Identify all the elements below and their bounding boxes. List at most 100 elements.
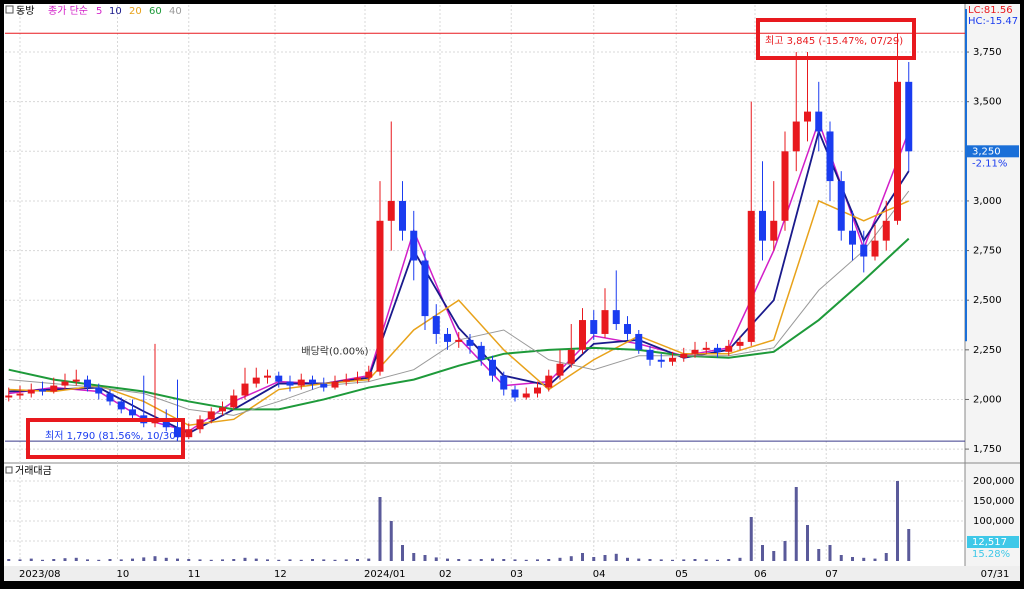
y-tick-label: 2,250 — [973, 345, 1002, 356]
candle-body — [624, 324, 631, 334]
candle-body — [95, 387, 103, 394]
legend-entry: 40 — [169, 6, 182, 17]
volume-bar — [682, 559, 686, 561]
candle-body — [342, 379, 350, 382]
axis-bg — [965, 4, 1020, 566]
y-tick-label: 2,750 — [973, 246, 1002, 257]
candle-body — [905, 81, 913, 152]
legend-entry: 5 — [96, 6, 102, 17]
volume-bar — [468, 559, 472, 561]
volume-bar — [727, 559, 731, 561]
volume-bar — [704, 559, 708, 561]
volume-bar — [131, 558, 134, 561]
volume-bar — [581, 553, 584, 561]
volume-bar — [7, 559, 11, 561]
candle-body — [601, 310, 609, 334]
volume-bar — [502, 559, 506, 561]
candle-body — [331, 381, 339, 388]
volume-bar — [738, 557, 742, 561]
lc-label: LC:81.56 — [968, 5, 1013, 16]
candle-body — [16, 393, 24, 396]
ma-line — [8, 237, 910, 411]
volume-bar — [446, 558, 449, 561]
volume-bar — [322, 559, 326, 561]
volume-bar — [401, 545, 404, 561]
x-tick-label: 07 — [825, 569, 838, 580]
candle-body — [477, 345, 485, 360]
candle-body — [410, 230, 418, 261]
volume-bar — [749, 517, 753, 561]
last-volume-label: 12,517 — [972, 537, 1007, 548]
y-tick-label: 2,500 — [973, 295, 1002, 306]
volume-bar — [164, 557, 168, 561]
volume-bar — [232, 559, 236, 561]
y-tick-label: 3,500 — [973, 97, 1002, 108]
candle-body — [309, 379, 316, 384]
highlight-box — [756, 18, 916, 60]
candle-body — [680, 353, 688, 358]
volume-bar — [794, 487, 798, 561]
candle-body — [657, 359, 665, 362]
last-price-box — [967, 145, 1019, 158]
highlight-box — [26, 418, 185, 459]
candle-body — [174, 427, 181, 438]
volume-bar — [74, 557, 78, 561]
volume-bar — [221, 559, 224, 561]
x-tick-label: 05 — [675, 569, 688, 580]
volume-bar — [547, 559, 551, 561]
panel-icon[interactable] — [5, 466, 13, 474]
volume-bar — [828, 545, 832, 561]
vol-tick-label: 100,000 — [973, 516, 1014, 527]
panel-icon[interactable] — [5, 5, 14, 14]
legend-entry: 10 — [109, 6, 122, 17]
volume-bar — [536, 559, 539, 561]
candle-body — [286, 381, 294, 386]
vol-tick-label: 150,000 — [973, 496, 1014, 507]
vol-tick-label: 200,000 — [973, 476, 1014, 487]
volume-bar — [423, 555, 427, 561]
volume-bar — [558, 557, 562, 561]
candle-body — [815, 111, 823, 132]
volume-bar — [491, 558, 494, 561]
candle-body — [252, 377, 260, 384]
candle-body — [455, 339, 463, 342]
volume-bar — [772, 551, 776, 561]
volume-bar — [626, 557, 629, 561]
candle-body — [567, 349, 575, 364]
volume-bar — [198, 559, 202, 561]
volume-bar — [783, 541, 787, 561]
volume-bar — [119, 559, 123, 561]
candle-body — [635, 333, 643, 350]
volume-bar — [592, 557, 596, 561]
candle-body — [590, 320, 598, 334]
candle-body — [5, 395, 13, 398]
volume-bar — [41, 559, 44, 561]
dividend-annotation: 배당락(0.00%) — [301, 346, 368, 358]
y-tick-label: 2,000 — [973, 394, 1002, 405]
candle-body — [27, 389, 35, 394]
candle-body — [84, 379, 91, 388]
candle-body — [207, 411, 215, 420]
volume-bar — [18, 559, 22, 561]
candle-body — [275, 375, 283, 382]
candle-body — [320, 383, 328, 388]
candle-body — [646, 349, 654, 360]
candle-body — [882, 220, 890, 241]
candle-body — [185, 429, 193, 438]
candle-body — [354, 377, 361, 380]
volume-bar — [187, 559, 191, 561]
volume-bar — [52, 559, 56, 561]
volume-bar — [356, 559, 359, 561]
last-price-change: -2.11% — [972, 158, 1007, 169]
volume-bar — [907, 529, 911, 561]
volume-bar — [378, 497, 382, 561]
candle-body — [162, 419, 170, 428]
candle-body — [894, 81, 901, 221]
candle-body — [241, 383, 249, 396]
volume-bar — [873, 558, 877, 561]
volume-bar — [648, 559, 652, 561]
volume-bar — [29, 558, 33, 561]
y-tick-label: 1,750 — [973, 444, 1002, 455]
volume-bar — [434, 557, 438, 561]
canvas — [4, 4, 1020, 581]
